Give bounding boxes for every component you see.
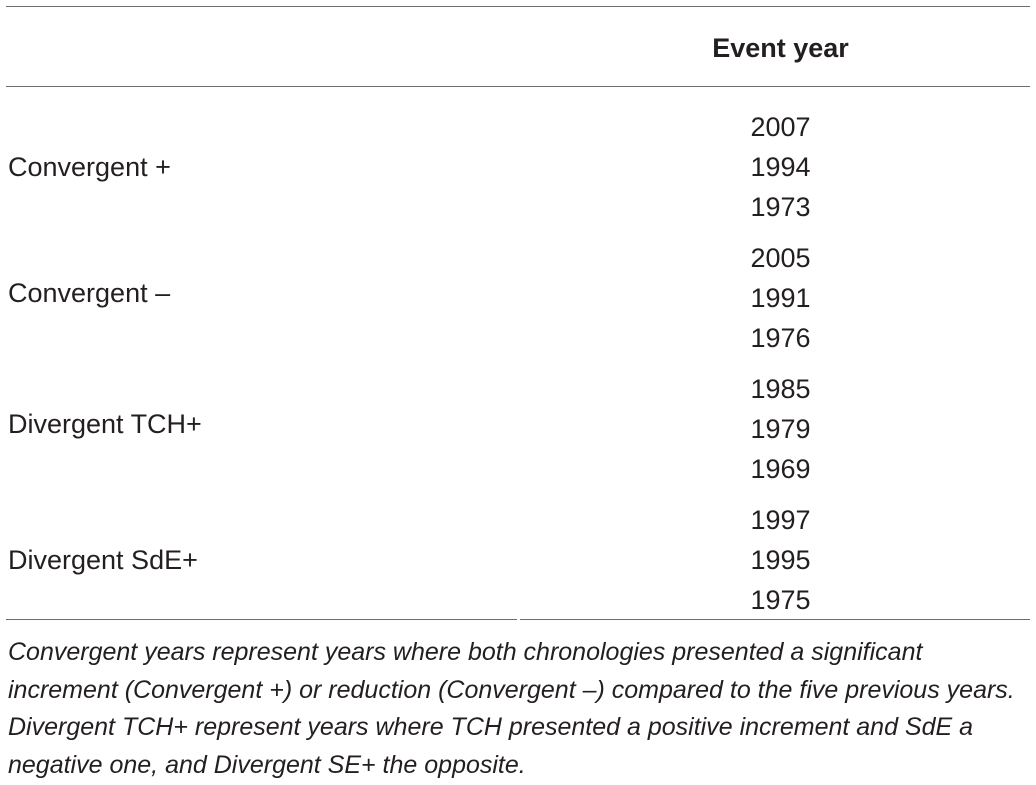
- event-year-value: 1997: [750, 505, 811, 535]
- table-bottom-rule-right: [520, 619, 1030, 620]
- event-year-value: 1973: [750, 192, 811, 222]
- event-year-value: 2005: [750, 243, 811, 273]
- event-year-value: 1985: [750, 374, 811, 404]
- event-year-value: 1995: [750, 545, 811, 575]
- row-label: Divergent SdE+: [8, 545, 198, 575]
- table-header-rule: [6, 86, 1030, 87]
- column-header-event-year: Event year: [712, 33, 849, 63]
- event-year-value: 1979: [750, 414, 811, 444]
- table-bottom-rule-left: [6, 619, 517, 620]
- table-footnote: Convergent years represent years where b…: [8, 638, 1015, 779]
- event-year-value: 1976: [750, 323, 811, 353]
- event-year-value: 1991: [750, 283, 811, 313]
- event-year-value: 1969: [750, 454, 811, 484]
- event-year-value: 1975: [750, 585, 811, 615]
- row-label: Divergent TCH+: [8, 409, 202, 439]
- row-label: Convergent –: [8, 278, 171, 308]
- row-label: Convergent +: [8, 152, 171, 182]
- event-year-value: 1994: [750, 152, 811, 182]
- event-year-value: 2007: [750, 112, 811, 142]
- table-top-rule: [6, 6, 1030, 7]
